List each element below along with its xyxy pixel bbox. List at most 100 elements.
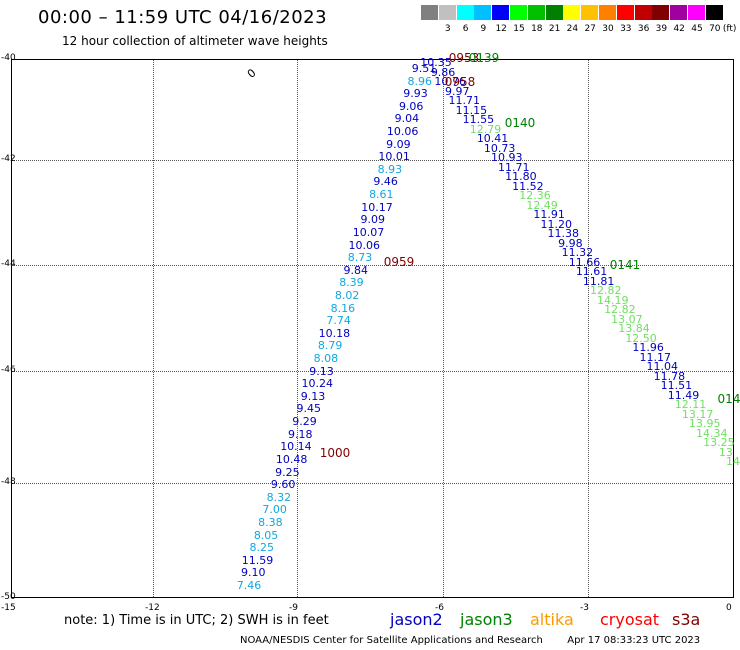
wave-height-label: 10.01: [378, 150, 410, 164]
grid-line-vertical: [443, 60, 444, 597]
scale-label: 3: [444, 24, 451, 34]
wave-height-label: 8.16: [330, 301, 356, 315]
wave-height-label: 12.36: [519, 189, 551, 202]
wave-height-label: 10.35: [420, 56, 452, 69]
wave-height-label: 11.96: [632, 341, 664, 354]
scale-swatch: [634, 5, 652, 20]
wave-height-label: 10.14: [280, 440, 312, 454]
latitude-tick-label: -48: [1, 477, 16, 487]
longitude-tick-label: 0: [726, 603, 732, 613]
wave-height-label: 12.11: [674, 398, 707, 411]
wave-height-label: 11.71: [498, 160, 530, 174]
wave-height-label: 14: [726, 455, 740, 468]
wave-height-label: 9.06: [398, 99, 424, 113]
wave-height-label: 11.51: [660, 379, 693, 392]
wave-height-label: 11.04: [646, 360, 679, 373]
grid-line-horizontal: [12, 371, 733, 372]
wave-height-label: 11.38: [547, 227, 580, 240]
wave-height-label: 11.80: [505, 170, 537, 183]
wave-height-label: 9.51: [411, 62, 437, 75]
wave-height-label: 10.73: [483, 141, 516, 155]
wave-height-label: 10.07: [352, 225, 385, 239]
scale-swatch: [545, 5, 563, 20]
wave-height-label: 12.82: [604, 303, 636, 316]
wave-height-label: 9.29: [292, 415, 317, 429]
mission-altika: altika: [530, 610, 574, 629]
scale-swatch: [705, 5, 723, 20]
mission-jason2: jason2: [390, 610, 443, 629]
wave-height-label: 11.91: [533, 208, 565, 221]
scale-swatch: [616, 5, 634, 20]
wave-height-label: 8.25: [249, 541, 275, 555]
wave-height-label: 9.25: [275, 465, 300, 479]
scale-label: 33: [620, 24, 632, 34]
latitude-tick-label: -46: [1, 365, 16, 375]
wave-height-label: 8.02: [334, 288, 360, 302]
wave-height-label: 9.98: [558, 236, 583, 250]
footer-credit: NOAA/NESDIS Center for Satellite Applica…: [240, 635, 700, 646]
wave-height-label: 9.84: [343, 263, 368, 277]
pass-time-label: 0959: [383, 255, 415, 269]
generated-timestamp: Apr 17 08:33:23 UTC 2023: [567, 635, 701, 646]
wave-height-label: 8.32: [266, 490, 292, 504]
wave-height-label: 11.71: [448, 94, 481, 107]
scale-label: 27: [584, 24, 596, 34]
pass-time-label: 0140: [504, 116, 536, 130]
wave-height-label: 10.93: [490, 151, 523, 164]
wave-height-label: 9.10: [241, 566, 266, 580]
wave-height-label: 11.17: [639, 350, 671, 364]
wave-height-label: 8.38: [258, 515, 283, 529]
wave-height-label: 11.61: [575, 265, 608, 278]
wave-height-label: 13.17: [681, 407, 714, 421]
wave-height-label: 13.07: [611, 312, 643, 326]
wave-height-label: 13: [718, 445, 733, 459]
scale-swatch: [474, 5, 492, 20]
pass-time-label: 0958: [444, 75, 476, 89]
wave-height-label: 11.49: [667, 388, 700, 402]
mission-cryosat: cryosat: [600, 610, 660, 629]
wave-height-label: 11.32: [561, 246, 594, 259]
scale-swatch: [492, 5, 510, 20]
scale-label: 42: [673, 24, 685, 34]
scale-swatch: [688, 5, 705, 20]
scale-swatch: [456, 5, 474, 20]
grid-line-vertical: [297, 60, 298, 597]
pass-time-label: 014: [717, 392, 740, 406]
wave-height-label: 9.45: [296, 402, 322, 416]
wave-height-label: 9.46: [373, 175, 398, 189]
wave-height-label: 14.19: [597, 293, 629, 307]
scale-label: 45: [691, 24, 703, 34]
wave-height-label: 11.52: [512, 179, 544, 193]
latitude-tick-label: -42: [1, 154, 16, 164]
page-subtitle: 12 hour collection of altimeter wave hei…: [62, 34, 328, 48]
scale-swatch: [527, 5, 545, 20]
wave-height-label: 8.73: [347, 251, 373, 265]
pass-time-label: 0139: [468, 51, 500, 65]
pass-time-label: 0141: [609, 258, 641, 272]
scale-swatch: [563, 5, 581, 20]
grid-line-horizontal: [12, 265, 733, 266]
wave-height-label: 9.09: [360, 213, 386, 227]
longitude-tick-label: -9: [289, 603, 298, 613]
latitude-tick-label: -40: [1, 53, 16, 63]
wave-height-label: 10.17: [361, 200, 393, 214]
longitude-tick-label: -12: [145, 603, 160, 613]
scale-label: 70: [709, 24, 721, 34]
grid-line-horizontal: [12, 483, 733, 484]
wave-height-label: 8.05: [253, 528, 279, 542]
scale-unit: (ft): [722, 24, 737, 34]
wave-height-label: 9.13: [309, 364, 334, 378]
mission-s3a: s3a: [672, 610, 701, 629]
latitude-tick-label: -50: [1, 592, 16, 602]
wave-height-label: 9.97: [444, 84, 470, 98]
wave-height-label: 14.34: [696, 426, 728, 440]
scale-swatch: [599, 5, 616, 20]
wave-height-label: 9.18: [287, 427, 313, 441]
longitude-tick-label: -3: [580, 603, 589, 613]
wave-height-label: 10.06: [348, 238, 380, 252]
wave-height-label: 9.09: [386, 137, 411, 151]
wave-height-label: 11.78: [653, 369, 686, 383]
scale-swatch: [581, 5, 599, 20]
scale-label: 39: [655, 24, 668, 34]
wave-height-label: 11.15: [455, 103, 488, 117]
